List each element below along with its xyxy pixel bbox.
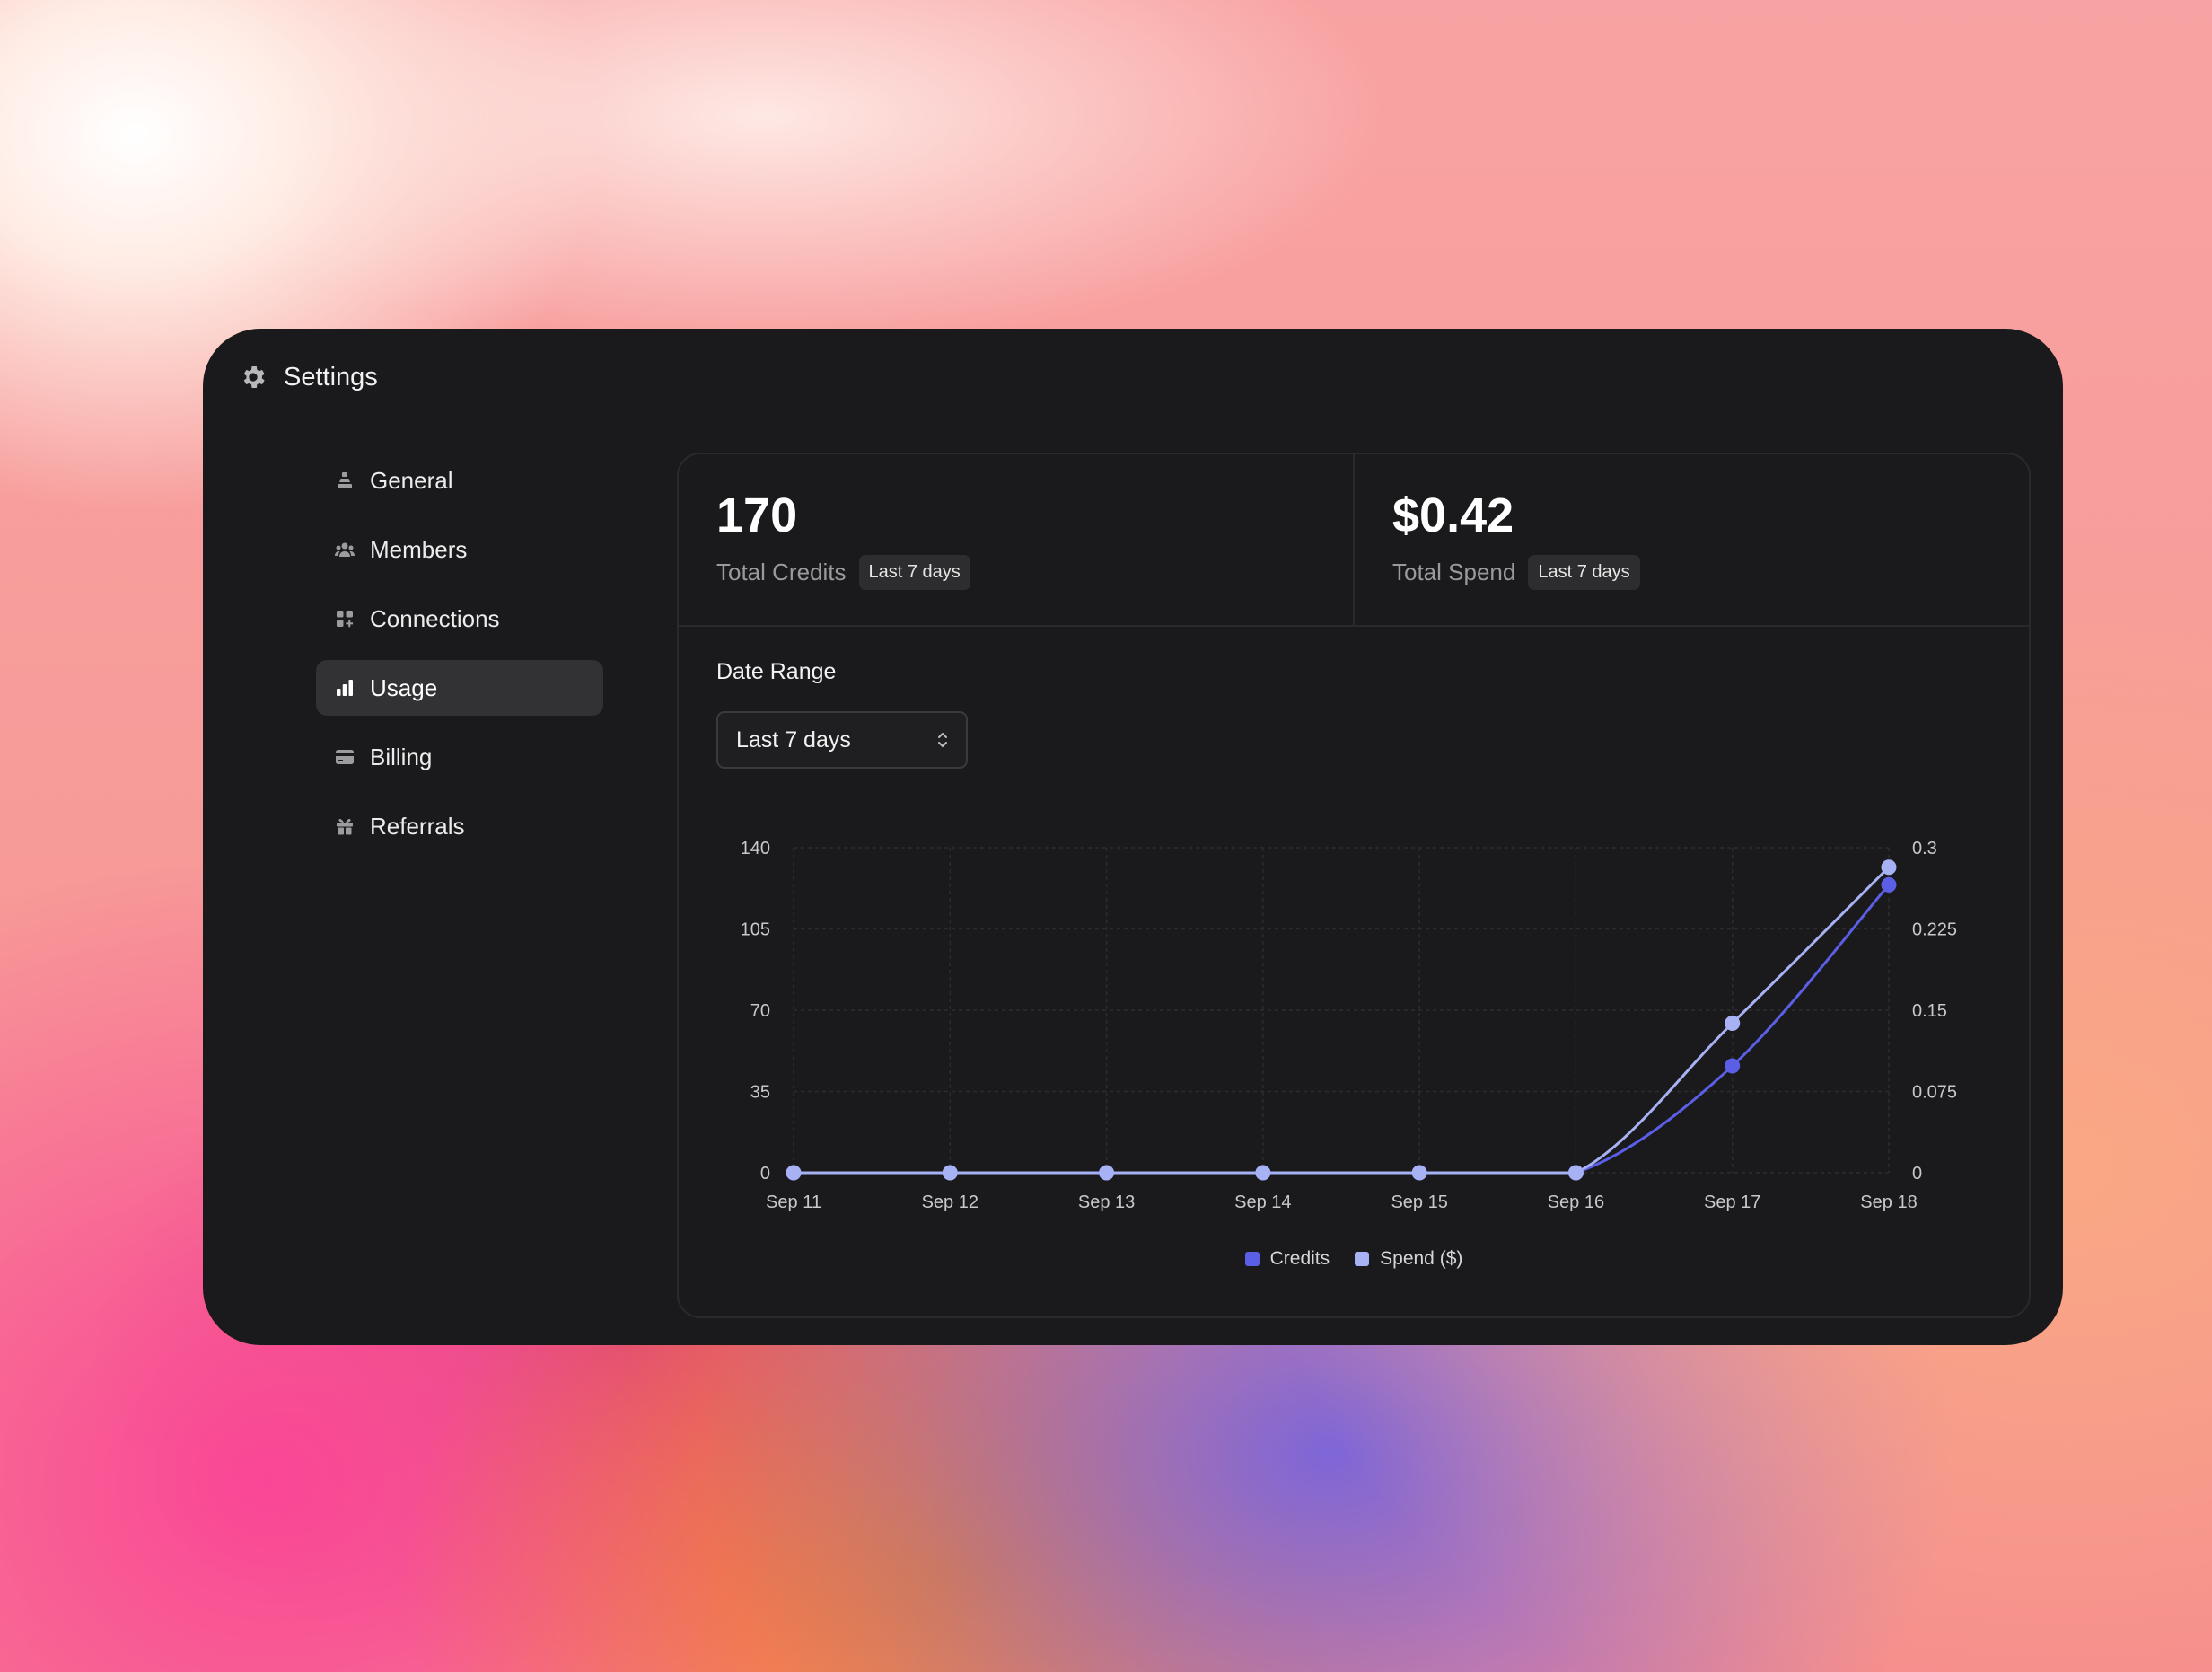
total-spend-card: $0.42 Total Spend Last 7 days: [1353, 454, 2029, 625]
legend-label-credits: Credits: [1269, 1248, 1330, 1269]
data-point-spend: [1099, 1165, 1115, 1181]
data-point-spend: [1881, 859, 1897, 876]
legend-label-spend: Spend ($): [1380, 1248, 1463, 1269]
settings-sidebar: General Members Connections Usage Billin…: [316, 453, 603, 867]
sidebar-item-members[interactable]: Members: [316, 522, 603, 577]
gift-icon: [334, 815, 356, 837]
title-bar: Settings: [239, 350, 378, 404]
sidebar-item-billing[interactable]: Billing: [316, 729, 603, 785]
date-range-value: Last 7 days: [736, 726, 851, 752]
x-tick-label: Sep 18: [1860, 1192, 1917, 1212]
y-left-tick-label: 70: [750, 1001, 770, 1021]
y-right-tick-label: 0.15: [1912, 1001, 1947, 1021]
total-credits-value: 170: [716, 488, 798, 542]
sidebar-item-general[interactable]: General: [316, 453, 603, 508]
y-left-tick-label: 105: [741, 920, 770, 940]
stats-row: 170 Total Credits Last 7 days $0.42 Tota…: [679, 454, 2029, 627]
chevron-up-down-icon: [935, 730, 950, 750]
data-point-spend: [1255, 1165, 1271, 1181]
date-range-label: Date Range: [716, 659, 837, 684]
sidebar-item-label: Usage: [370, 673, 438, 701]
sidebar-item-label: Billing: [370, 743, 433, 770]
sidebar-item-referrals[interactable]: Referrals: [316, 798, 603, 854]
data-point-spend: [786, 1165, 802, 1181]
sidebar-item-label: Members: [370, 535, 468, 563]
sidebar-item-label: General: [370, 466, 453, 494]
total-credits-card: 170 Total Credits Last 7 days: [679, 454, 1353, 625]
period-badge: Last 7 days: [858, 555, 970, 590]
sidebar-item-label: Connections: [370, 604, 500, 632]
sidebar-item-connections[interactable]: Connections: [316, 591, 603, 647]
x-tick-label: Sep 16: [1548, 1192, 1604, 1212]
users-icon: [334, 539, 356, 560]
x-tick-label: Sep 15: [1391, 1192, 1447, 1212]
legend-swatch-spend: [1355, 1252, 1370, 1266]
layers-icon: [334, 470, 356, 491]
sidebar-item-label: Referrals: [370, 812, 465, 840]
data-point-spend: [1567, 1165, 1584, 1181]
chart-legend: Credits Spend ($): [679, 1248, 2029, 1270]
usage-panel: 170 Total Credits Last 7 days $0.42 Tota…: [677, 453, 2031, 1318]
legend-swatch-credits: [1244, 1252, 1260, 1266]
total-spend-label: Total Spend: [1392, 559, 1516, 585]
legend-item-credits[interactable]: Credits: [1244, 1248, 1330, 1270]
y-right-tick-label: 0: [1912, 1164, 1922, 1184]
data-point-credits: [1881, 876, 1897, 893]
total-spend-value: $0.42: [1392, 488, 1514, 542]
series-line-spend: [794, 866, 1891, 1175]
y-left-tick-label: 0: [760, 1164, 770, 1184]
y-left-tick-label: 140: [741, 839, 770, 858]
settings-window: Settings General Members Connections Usa…: [203, 329, 2063, 1345]
total-credits-label: Total Credits: [716, 559, 847, 585]
period-badge: Last 7 days: [1528, 555, 1640, 590]
y-left-tick-label: 35: [750, 1083, 770, 1103]
date-range-select[interactable]: Last 7 days: [716, 711, 968, 769]
data-point-spend: [1411, 1165, 1427, 1181]
y-right-tick-label: 0.075: [1912, 1083, 1957, 1103]
data-point-credits: [1725, 1058, 1741, 1074]
x-tick-label: Sep 12: [922, 1192, 979, 1212]
data-point-spend: [942, 1165, 958, 1181]
x-tick-label: Sep 11: [766, 1192, 821, 1212]
y-right-tick-label: 0.225: [1912, 920, 1957, 940]
grid-plus-icon: [334, 608, 356, 629]
y-right-tick-label: 0.3: [1912, 839, 1937, 858]
usage-line-chart: 0 35 70 105 140 0 0.075 0.15 0.225 0.3 Sep 11 Sep 1…: [741, 839, 1957, 1212]
x-tick-label: Sep 17: [1704, 1192, 1760, 1212]
gear-icon: [239, 363, 268, 392]
window-title: Settings: [284, 362, 378, 392]
x-tick-label: Sep 13: [1078, 1192, 1135, 1212]
legend-item-spend[interactable]: Spend ($): [1355, 1248, 1462, 1270]
credit-card-icon: [334, 746, 356, 768]
sidebar-item-usage[interactable]: Usage: [316, 660, 603, 716]
bar-chart-icon: [334, 677, 356, 699]
data-point-spend: [1725, 1015, 1741, 1031]
series-line-credits: [794, 884, 1891, 1175]
x-tick-label: Sep 14: [1234, 1192, 1291, 1212]
